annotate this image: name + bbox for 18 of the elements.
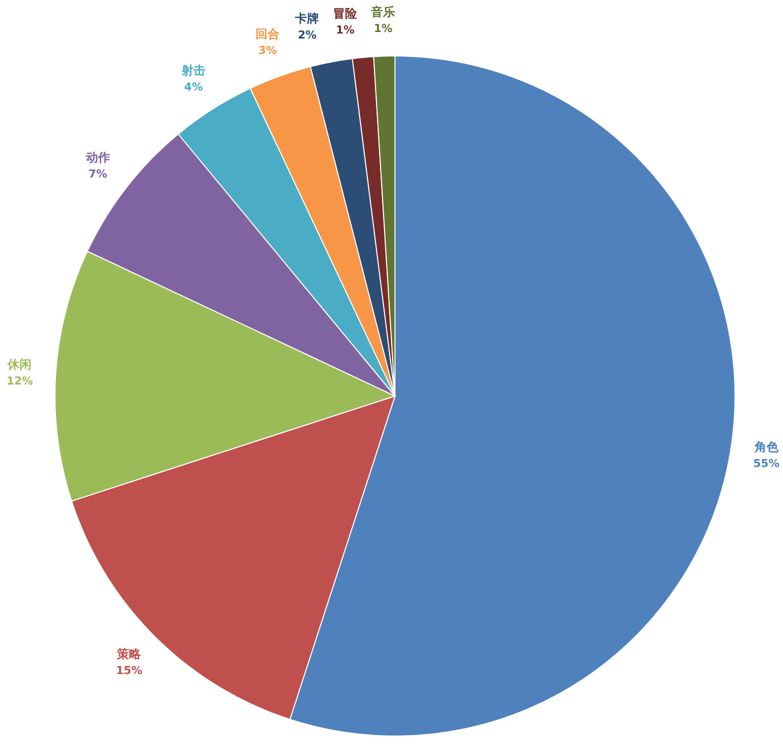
data-label: 15% [116, 664, 142, 677]
slice-label: 卡牌 [294, 12, 320, 26]
slice-label: 射击 [180, 64, 206, 78]
slice-label: 回合 [256, 27, 281, 42]
data-label: 4% [184, 80, 203, 94]
data-label: 1% [336, 24, 355, 37]
data-label: 7% [88, 168, 108, 181]
slice-label: 动作 [84, 150, 110, 165]
slice-label: 音乐 [370, 5, 396, 20]
slice-label: 休闲 [6, 357, 32, 372]
data-label: 3% [258, 44, 277, 58]
data-label: 2% [298, 28, 317, 42]
slice-label: 策略 [116, 646, 142, 661]
data-label: 1% [374, 22, 393, 36]
data-label: 12% [6, 374, 33, 388]
slice-label: 冒险 [333, 6, 358, 21]
data-label: 55% [753, 456, 780, 470]
slice-label: 角色 [753, 440, 780, 454]
